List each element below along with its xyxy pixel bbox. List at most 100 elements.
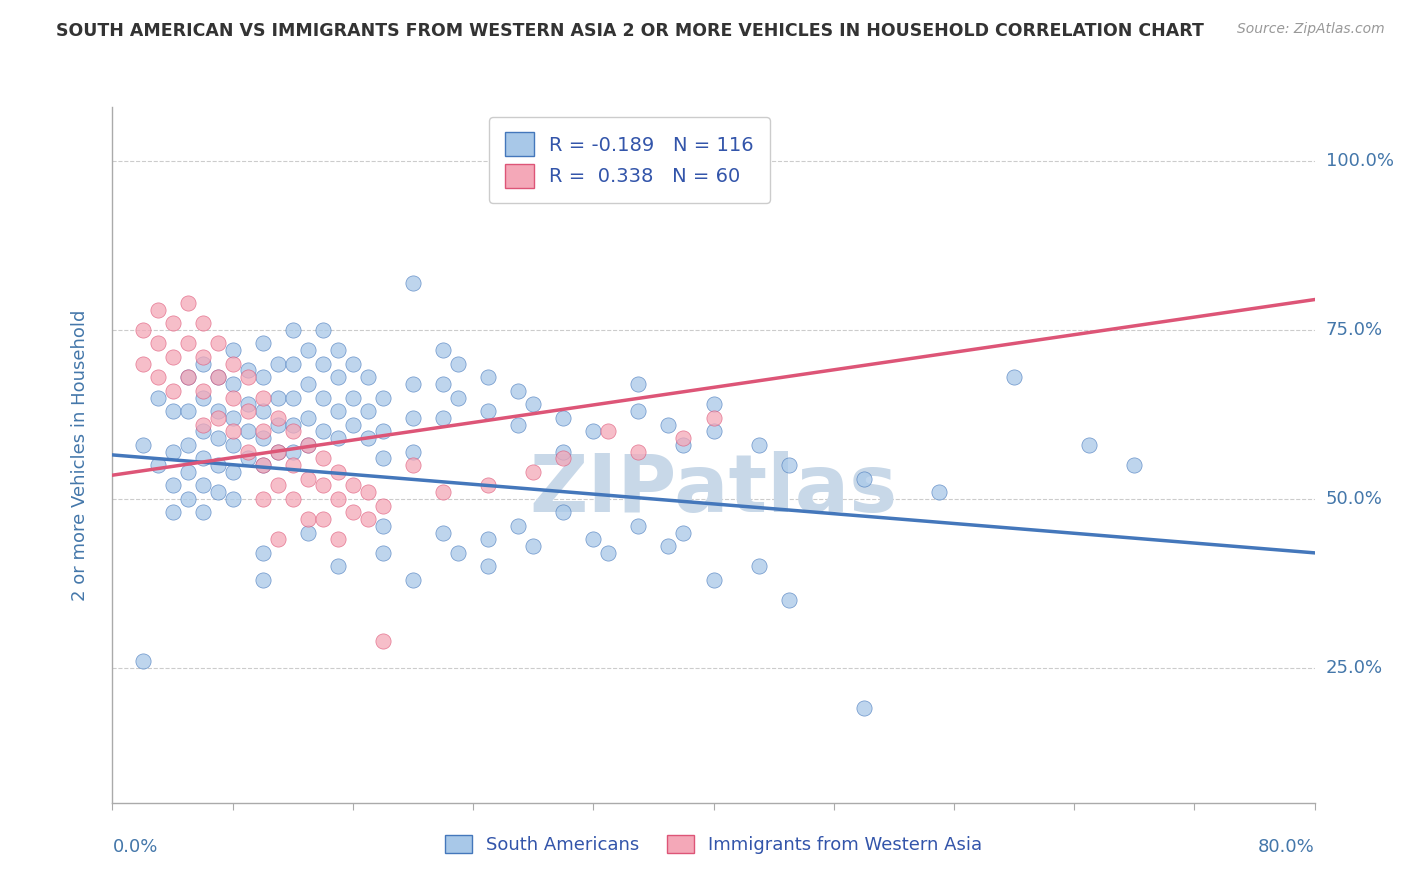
Point (176, 438, 198, 452)
Point (207, 431, 229, 445)
Point (312, 478, 335, 492)
Point (357, 485, 380, 500)
Point (146, 391, 169, 405)
Point (312, 323, 335, 337)
Point (1123, 458, 1146, 472)
Point (342, 478, 364, 492)
Text: Source: ZipAtlas.com: Source: ZipAtlas.com (1237, 22, 1385, 37)
Point (236, 451, 259, 466)
Point (162, 316, 184, 330)
Point (297, 438, 319, 452)
Point (222, 357, 245, 371)
Text: 80.0%: 80.0% (1258, 838, 1315, 855)
Point (326, 491, 349, 506)
Point (222, 410, 245, 425)
Point (162, 384, 184, 398)
Point (252, 573, 274, 587)
Point (267, 478, 290, 492)
Point (326, 404, 349, 418)
Point (852, 472, 875, 486)
Point (657, 539, 679, 553)
Point (371, 633, 394, 648)
Point (191, 316, 214, 330)
Point (402, 458, 425, 472)
Point (522, 397, 544, 411)
Point (342, 357, 364, 371)
Point (778, 458, 800, 472)
Point (267, 417, 290, 432)
Point (326, 559, 349, 574)
Point (207, 485, 229, 500)
Point (357, 431, 380, 445)
Point (297, 472, 319, 486)
Point (222, 343, 245, 358)
Text: 75.0%: 75.0% (1326, 321, 1384, 339)
Point (582, 533, 605, 547)
Point (627, 444, 650, 458)
Point (522, 539, 544, 553)
Point (778, 593, 800, 607)
Point (252, 458, 274, 472)
Point (447, 546, 470, 560)
Point (281, 491, 304, 506)
Point (326, 465, 349, 479)
Point (281, 417, 304, 432)
Point (432, 343, 454, 358)
Point (176, 491, 198, 506)
Point (207, 410, 229, 425)
Point (131, 357, 153, 371)
Point (402, 573, 425, 587)
Point (357, 512, 380, 526)
Point (702, 573, 725, 587)
Point (131, 654, 153, 668)
Point (252, 370, 274, 384)
Point (146, 370, 169, 384)
Point (236, 363, 259, 377)
Point (281, 323, 304, 337)
Point (297, 376, 319, 391)
Point (357, 370, 380, 384)
Point (748, 438, 770, 452)
Point (402, 276, 425, 290)
Point (447, 357, 470, 371)
Point (326, 431, 349, 445)
Point (508, 519, 530, 533)
Point (236, 424, 259, 438)
Point (312, 512, 335, 526)
Point (222, 376, 245, 391)
Point (222, 465, 245, 479)
Point (176, 465, 198, 479)
Point (267, 357, 290, 371)
Y-axis label: 2 or more Vehicles in Household: 2 or more Vehicles in Household (70, 310, 89, 600)
Point (627, 376, 650, 391)
Point (267, 444, 290, 458)
Point (176, 370, 198, 384)
Point (312, 424, 335, 438)
Text: 100.0%: 100.0% (1326, 152, 1393, 170)
Point (702, 410, 725, 425)
Point (162, 404, 184, 418)
Point (162, 444, 184, 458)
Point (222, 491, 245, 506)
Point (281, 458, 304, 472)
Point (371, 546, 394, 560)
Point (191, 391, 214, 405)
Point (432, 376, 454, 391)
Point (477, 559, 499, 574)
Point (252, 424, 274, 438)
Point (252, 546, 274, 560)
Point (553, 444, 575, 458)
Point (748, 559, 770, 574)
Point (207, 404, 229, 418)
Point (236, 370, 259, 384)
Point (342, 391, 364, 405)
Point (281, 391, 304, 405)
Point (176, 296, 198, 310)
Point (281, 444, 304, 458)
Point (281, 357, 304, 371)
Point (477, 370, 499, 384)
Point (326, 343, 349, 358)
Point (176, 336, 198, 351)
Point (191, 357, 214, 371)
Point (297, 438, 319, 452)
